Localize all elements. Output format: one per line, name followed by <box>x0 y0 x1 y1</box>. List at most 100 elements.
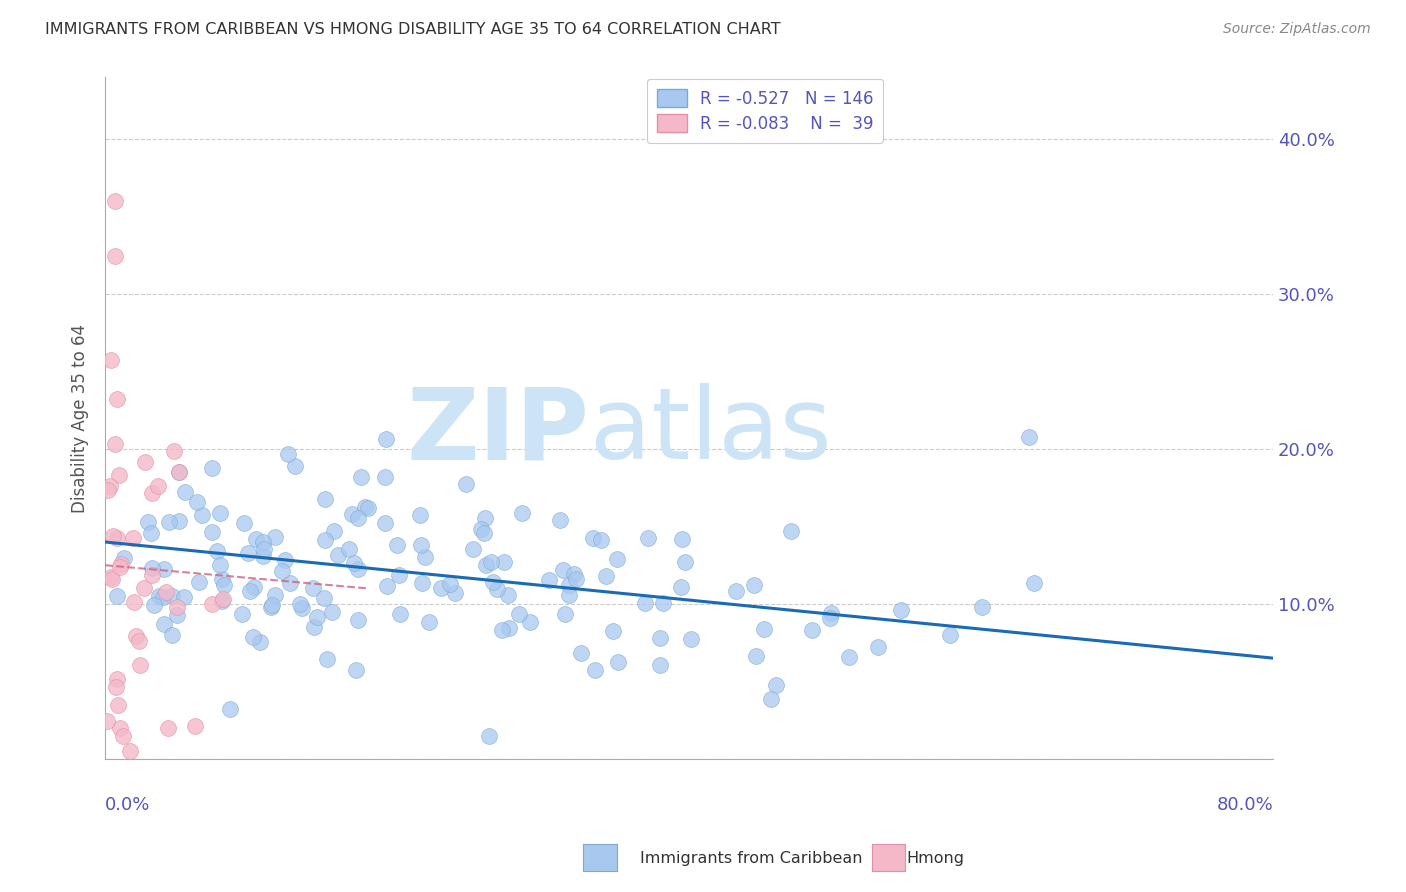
Point <box>357 501 380 516</box>
Point <box>249 634 271 648</box>
Point <box>673 555 696 569</box>
Point <box>671 532 693 546</box>
Point <box>271 565 294 579</box>
Point <box>264 530 287 544</box>
Point <box>186 495 208 509</box>
Point <box>595 569 617 583</box>
Point <box>583 663 606 677</box>
Point <box>253 541 276 556</box>
Point <box>353 500 375 514</box>
Point <box>800 623 823 637</box>
Point <box>323 524 346 538</box>
Text: 80.0%: 80.0% <box>1216 797 1272 814</box>
Point <box>152 561 174 575</box>
Point <box>374 432 396 446</box>
Point <box>163 443 186 458</box>
Point <box>606 656 628 670</box>
Point <box>321 605 343 619</box>
Point <box>745 649 768 664</box>
Point <box>474 511 496 525</box>
Point <box>174 484 197 499</box>
Point <box>184 719 207 733</box>
Point <box>114 550 136 565</box>
Point <box>482 574 505 589</box>
Point <box>201 524 224 539</box>
Point <box>288 597 311 611</box>
Point <box>1018 430 1040 444</box>
Point <box>1022 576 1045 591</box>
Point <box>669 580 692 594</box>
Point <box>564 572 586 586</box>
Point <box>347 562 370 576</box>
Point <box>316 652 339 666</box>
Point <box>510 506 533 520</box>
Point <box>652 597 675 611</box>
Point <box>107 698 129 712</box>
Point <box>389 607 412 622</box>
Point <box>160 589 183 603</box>
Point <box>100 570 122 584</box>
Point <box>104 194 127 209</box>
Point <box>557 577 579 591</box>
Point <box>970 599 993 614</box>
Text: 0.0%: 0.0% <box>105 797 150 814</box>
Point <box>252 549 274 563</box>
Point <box>343 556 366 570</box>
Point <box>187 574 209 589</box>
Point <box>439 576 461 591</box>
Point <box>105 589 128 603</box>
Point <box>375 579 398 593</box>
Point <box>314 491 336 506</box>
Point <box>191 508 214 522</box>
Point <box>173 590 195 604</box>
Point <box>111 729 134 743</box>
Point <box>167 465 190 479</box>
Point <box>328 548 350 562</box>
Point <box>122 595 145 609</box>
Point <box>350 470 373 484</box>
Point <box>211 572 233 586</box>
Point <box>491 624 513 638</box>
Point <box>245 533 267 547</box>
Point <box>302 581 325 595</box>
Point <box>866 640 889 654</box>
Point <box>347 613 370 627</box>
Point <box>470 522 492 536</box>
Point <box>121 531 143 545</box>
Point <box>108 467 131 482</box>
Point <box>104 437 127 451</box>
Point <box>166 608 188 623</box>
Point <box>96 714 118 729</box>
Point <box>141 568 163 582</box>
Point <box>344 663 367 677</box>
Point <box>128 634 150 648</box>
Point <box>679 632 702 646</box>
Point <box>454 477 477 491</box>
Point <box>409 538 432 552</box>
Point <box>132 581 155 595</box>
Point <box>591 533 613 548</box>
Point <box>820 606 842 620</box>
Point <box>153 617 176 632</box>
Point <box>201 460 224 475</box>
Point <box>100 572 122 586</box>
Legend: R = -0.527   N = 146, R = -0.083    N =  39: R = -0.527 N = 146, R = -0.083 N = 39 <box>647 79 883 143</box>
Point <box>242 631 264 645</box>
Point <box>105 531 128 545</box>
Point <box>606 552 628 566</box>
Point <box>211 592 233 607</box>
Point <box>205 544 228 558</box>
Point <box>209 558 232 573</box>
Point <box>557 588 579 602</box>
Point <box>479 555 502 569</box>
Point <box>759 692 782 706</box>
Point <box>146 479 169 493</box>
Point <box>120 744 142 758</box>
Point <box>387 538 409 552</box>
Point <box>337 541 360 556</box>
Point <box>162 628 184 642</box>
Point <box>548 512 571 526</box>
Point <box>519 615 541 629</box>
Point <box>838 650 860 665</box>
Point <box>152 590 174 604</box>
